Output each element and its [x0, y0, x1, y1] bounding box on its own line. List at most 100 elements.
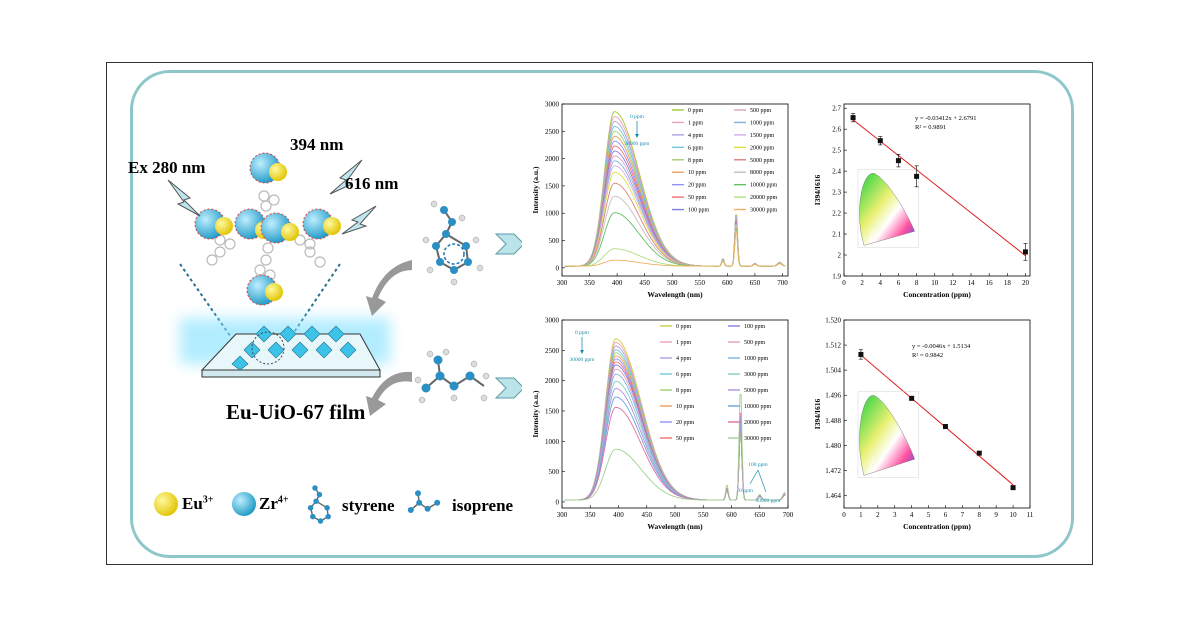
- legend-styrene: styrene: [342, 496, 395, 515]
- data-point: [850, 115, 856, 121]
- legend-label: 50 ppm: [688, 195, 707, 201]
- plot-frame: [843, 103, 1031, 277]
- y-tick-label: 2.1: [832, 231, 841, 239]
- legend-isoprene: isoprene: [452, 496, 514, 515]
- y-tick-label: 2000: [545, 155, 560, 163]
- film-illustration: [180, 318, 390, 378]
- y-tick-label: 1.504: [825, 367, 841, 375]
- data-point: [1010, 485, 1016, 491]
- legend-label: 20000 ppm: [750, 195, 778, 201]
- y-tick-label: 1000: [545, 210, 560, 218]
- y-tick-label: 2.4: [832, 168, 841, 176]
- x-tick-label: 4: [910, 511, 914, 519]
- y-tick-label: 1.512: [825, 342, 841, 350]
- legend-label: 4 ppm: [688, 133, 704, 139]
- x-tick-label: 600: [722, 279, 733, 287]
- legend-label: 50 ppm: [676, 436, 695, 442]
- isoprene-legend-icon: [407, 490, 441, 513]
- cie-diagram-inset: [857, 391, 919, 478]
- legend-label: 5000 ppm: [750, 158, 775, 164]
- chevron-right-icon: [494, 233, 525, 255]
- styrene-linear-chart: 0 2 4 6 8 10 12 14 16 18 20 1.9 2 2.1 2.2 2.3 2.4 2.5 2.6 2…: [800, 96, 1038, 310]
- annotation-label: 30000 ppm: [570, 357, 596, 363]
- legend-label: 20 ppm: [676, 420, 695, 426]
- x-tick-label: 8: [915, 279, 919, 287]
- isoprene-linear-chart: 0 1 2 3 4 5 6 7 8 9 10 11 1.464 1.472 1.480 1.488 1.496 1…: [800, 312, 1038, 542]
- y-tick-label: 1500: [545, 182, 560, 190]
- mof-schematic: [154, 152, 525, 524]
- x-axis-label: Concentration (ppm): [903, 522, 971, 531]
- y-tick-label: 2.2: [832, 210, 841, 218]
- y-tick-label: 0: [556, 264, 560, 272]
- isoprene-spectra-chart: 300 350 400 450 500 550 600 650 700 0 500 1000 1500 2…: [522, 312, 794, 542]
- x-tick-label: 0: [842, 279, 846, 287]
- plot-frame: [561, 103, 789, 277]
- legend-zr: Zr4+: [259, 494, 289, 513]
- y-tick-label: 2.3: [832, 189, 841, 197]
- legend-label: 10000 ppm: [744, 404, 772, 410]
- cie-grid: [857, 391, 919, 478]
- x-tick-label: 14: [968, 279, 976, 287]
- eu-legend-icon: [154, 492, 178, 516]
- y-tick-label: 500: [549, 468, 560, 476]
- y-tick-label: 1.480: [825, 442, 841, 450]
- legend-label: 8 ppm: [676, 388, 692, 394]
- x-tick-label: 450: [642, 511, 653, 519]
- zr-cluster-top: [249, 152, 287, 184]
- y-tick-label: 2500: [545, 347, 560, 355]
- x-axis-label: Wavelength (nm): [647, 522, 703, 531]
- spectrum-line: [564, 394, 786, 501]
- annotation-arrowhead: [580, 350, 584, 354]
- legend-label: 500 ppm: [750, 108, 772, 114]
- legend-label: 0 ppm: [676, 324, 692, 330]
- cie-marker: [867, 457, 875, 474]
- x-tick-label: 450: [639, 279, 650, 287]
- legend-label: 10 ppm: [688, 170, 707, 176]
- legend-label: 1 ppm: [688, 120, 704, 126]
- legend-label: 30000 ppm: [750, 208, 778, 214]
- data-point: [914, 173, 920, 179]
- cie-gamut: [859, 173, 915, 246]
- x-tick-label: 6: [897, 279, 901, 287]
- cie-diagram-inset: [857, 169, 919, 248]
- legend-label: 5000 ppm: [744, 388, 769, 394]
- annotation-label: 0 ppm: [630, 114, 645, 120]
- y-tick-label: 1.464: [825, 492, 841, 500]
- x-tick-label: 7: [961, 511, 965, 519]
- styrene-spectra-chart: 300 350 400 450 500 550 600 650 700 0 500 1000 1500 2…: [522, 96, 794, 310]
- annotation-label: 0 ppm: [739, 488, 754, 494]
- x-tick-label: 550: [698, 511, 709, 519]
- y-tick-label: 1.488: [825, 417, 841, 425]
- legend-label: 20000 ppm: [744, 420, 772, 426]
- curved-arrow-icon: [366, 371, 412, 416]
- y-tick-label: 2: [838, 252, 842, 260]
- legend-label: 3000 ppm: [744, 372, 769, 378]
- x-tick-label: 700: [783, 511, 794, 519]
- fit-equation: y = -0.03412x + 2.6791: [915, 115, 977, 122]
- y-tick-label: 1.520: [825, 317, 841, 325]
- annotation-arrowhead: [635, 134, 639, 138]
- film-label: Eu-UiO-67 film: [226, 400, 366, 424]
- cie-grid: [857, 169, 919, 248]
- legend-label: 0 ppm: [688, 108, 704, 114]
- x-tick-label: 650: [755, 511, 766, 519]
- y-tick-label: 0: [556, 498, 560, 506]
- data-point: [909, 395, 915, 401]
- y-axis-label: I394/I616: [813, 175, 822, 206]
- zr-cluster-left: [194, 208, 233, 240]
- fit-r-squared: R² = 0.9891: [915, 124, 946, 131]
- legend-label: 6 ppm: [688, 145, 704, 151]
- x-tick-label: 10: [931, 279, 939, 287]
- y-tick-label: 2500: [545, 128, 560, 136]
- legend-label: 100 ppm: [744, 324, 766, 330]
- legend-label: 4 ppm: [676, 356, 692, 362]
- x-tick-label: 20: [1022, 279, 1030, 287]
- spectrum-line: [564, 231, 786, 267]
- x-axis-label: Wavelength (nm): [647, 290, 703, 299]
- x-tick-label: 9: [994, 511, 998, 519]
- excitation-bolt-icon: [167, 179, 201, 217]
- legend-label: 30000 ppm: [744, 436, 772, 442]
- x-tick-label: 16: [986, 279, 994, 287]
- legend-label: 1000 ppm: [744, 356, 769, 362]
- x-tick-label: 0: [842, 511, 846, 519]
